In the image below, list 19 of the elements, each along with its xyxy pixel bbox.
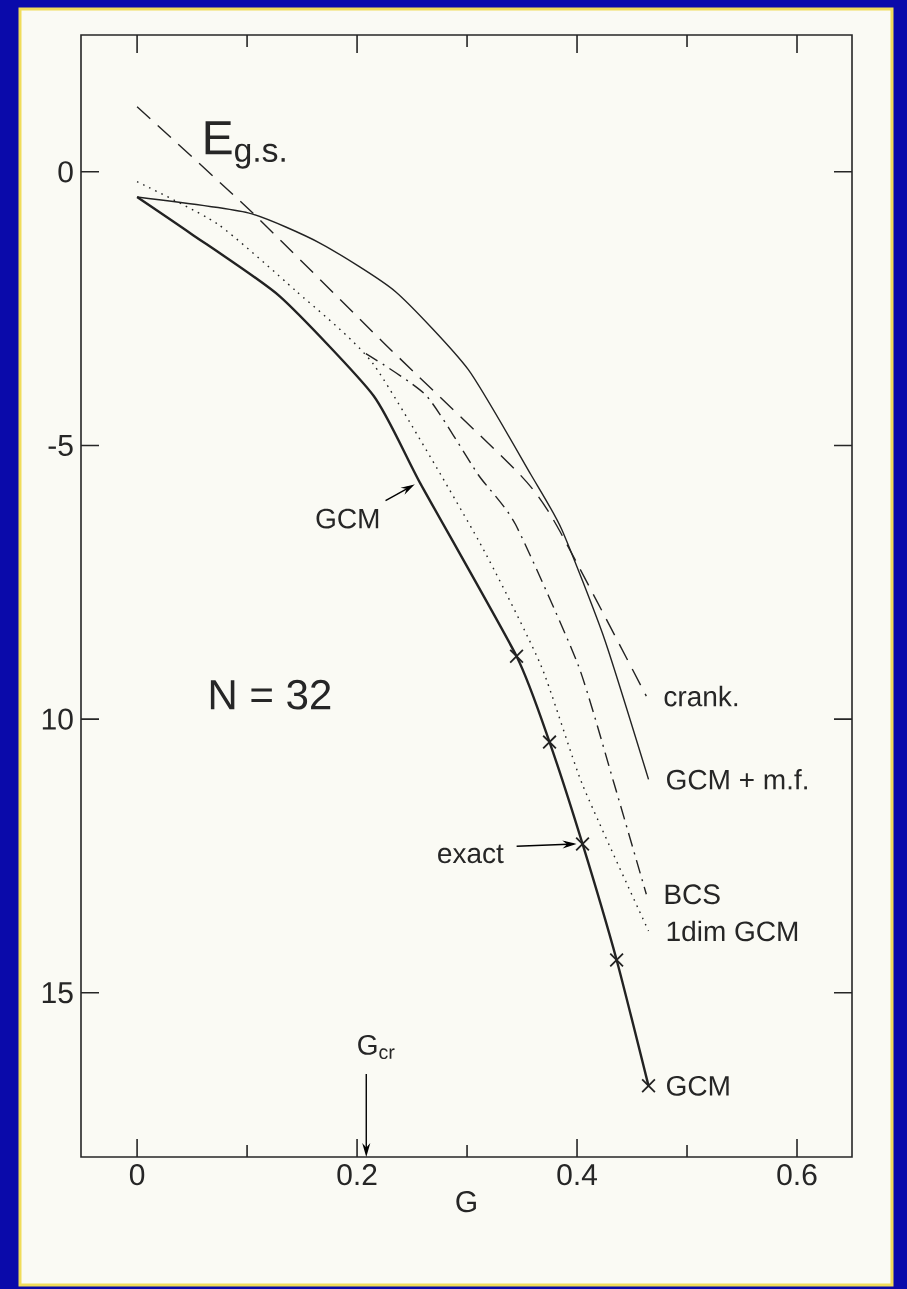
- series-label: BCS: [665, 884, 720, 905]
- series-label: crank.: [664, 685, 738, 707]
- x-tick-label: 0: [129, 1164, 145, 1186]
- x-axis-title: G: [456, 1191, 476, 1213]
- series-label: 1dim GCM: [667, 920, 798, 942]
- annotation: G$_{cr}$: [358, 1034, 395, 1060]
- y-tick-label: -5: [48, 435, 73, 456]
- y-tick-label: 0: [58, 161, 73, 183]
- y-tick-label: 10: [42, 708, 73, 730]
- y-tick-label: 15: [42, 982, 73, 1004]
- x-tick-label: 0.2: [337, 1164, 377, 1186]
- annotation: exact: [438, 844, 504, 864]
- annotation: GCM: [316, 508, 379, 529]
- y-axis-title: E$_{g.s.}$: [205, 121, 285, 169]
- x-tick-label: 0.6: [777, 1164, 817, 1186]
- series-label: GCM: [667, 1075, 729, 1096]
- series-label: GCM + m.f.: [667, 769, 807, 790]
- annotation: N = 32: [210, 679, 331, 710]
- x-tick-label: 0.4: [557, 1164, 598, 1186]
